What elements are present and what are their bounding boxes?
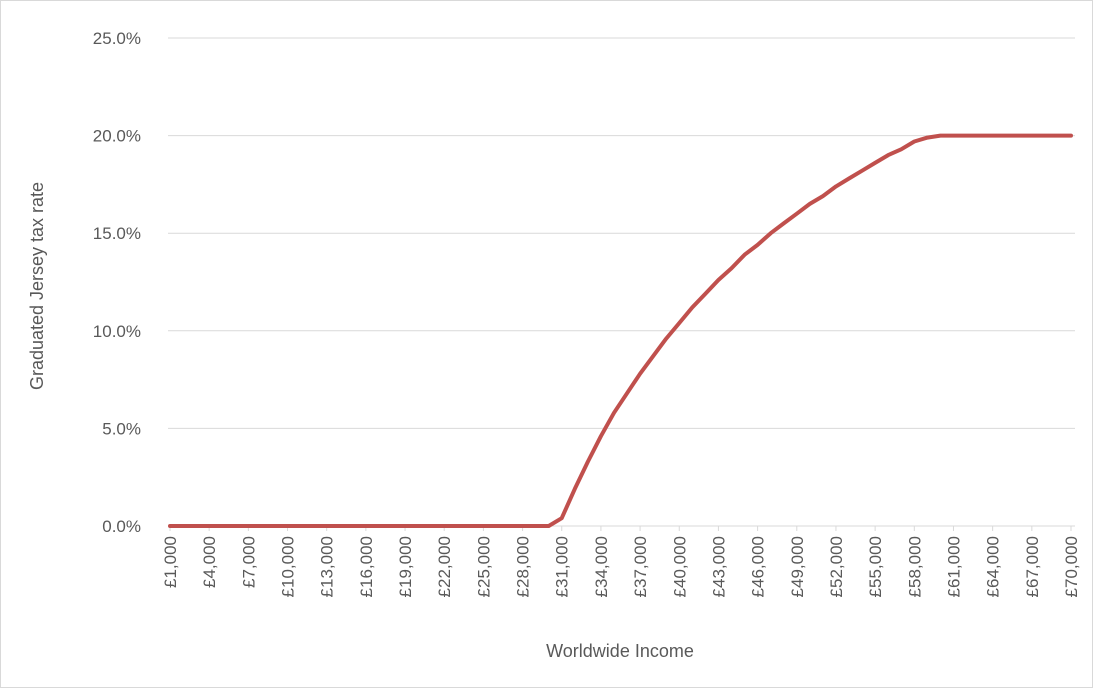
x-tick-label: £34,000 bbox=[592, 536, 611, 597]
x-tick-label: £49,000 bbox=[788, 536, 807, 597]
x-tick-label: £22,000 bbox=[435, 536, 454, 597]
x-tick-label: £1,000 bbox=[161, 536, 180, 588]
x-tick-label: £37,000 bbox=[631, 536, 650, 597]
y-tick-label: 15.0% bbox=[93, 224, 141, 243]
y-axis-ticks: 0.0% 5.0% 10.0% 15.0% 20.0% 25.0% bbox=[93, 29, 141, 536]
x-tick-label: £19,000 bbox=[396, 536, 415, 597]
y-tick-label: 5.0% bbox=[102, 419, 141, 438]
x-tick-label: £4,000 bbox=[200, 536, 219, 588]
x-tick-label: £25,000 bbox=[474, 536, 493, 597]
x-axis-ticks: £1,000 £4,000 £7,000 £10,000 £13,000 £16,000 £… bbox=[161, 526, 1081, 597]
x-tick-label: £58,000 bbox=[905, 536, 924, 597]
x-axis-label: Worldwide Income bbox=[546, 641, 694, 661]
x-tick-label: £67,000 bbox=[1023, 536, 1042, 597]
x-tick-label: £52,000 bbox=[827, 536, 846, 597]
x-tick-label: £55,000 bbox=[866, 536, 885, 597]
x-tick-label: £70,000 bbox=[1062, 536, 1081, 597]
y-tick-label: 20.0% bbox=[93, 127, 141, 146]
y-tick-label: 25.0% bbox=[93, 29, 141, 48]
x-tick-label: £46,000 bbox=[749, 536, 768, 597]
x-tick-label: £16,000 bbox=[357, 536, 376, 597]
x-tick-label: £31,000 bbox=[553, 536, 572, 597]
x-tick-label: £43,000 bbox=[709, 536, 728, 597]
y-tick-label: 10.0% bbox=[93, 322, 141, 341]
x-tick-label: £40,000 bbox=[670, 536, 689, 597]
y-tick-label: 0.0% bbox=[102, 517, 141, 536]
x-tick-label: £61,000 bbox=[944, 536, 963, 597]
gridlines bbox=[168, 38, 1075, 526]
x-tick-label: £64,000 bbox=[984, 536, 1003, 597]
x-tick-label: £7,000 bbox=[239, 536, 258, 588]
x-tick-label: £13,000 bbox=[318, 536, 337, 597]
x-tick-label: £10,000 bbox=[279, 536, 298, 597]
y-axis-label: Graduated Jersey tax rate bbox=[27, 182, 47, 390]
x-tick-label: £28,000 bbox=[514, 536, 533, 597]
